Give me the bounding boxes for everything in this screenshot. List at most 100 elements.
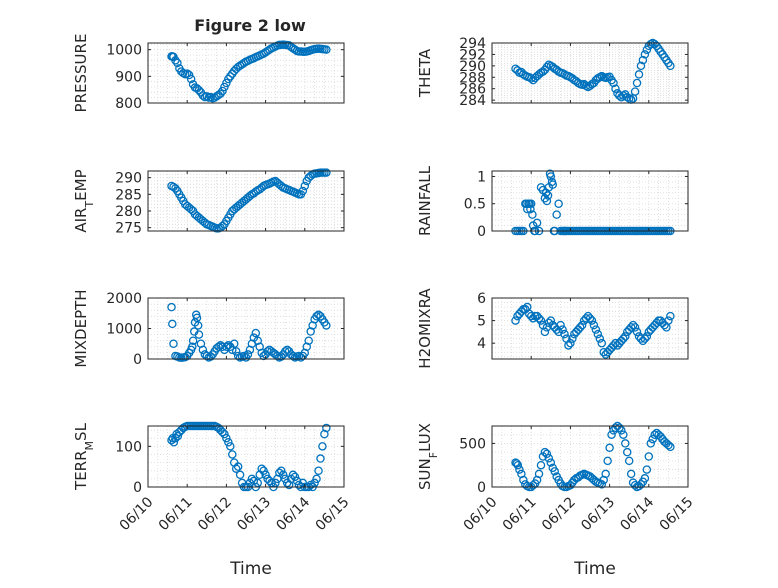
x-tick-label: 06/15 — [313, 494, 353, 534]
y-tick-label: 0 — [133, 352, 142, 368]
y-axis-label: H2OMIXRA — [416, 288, 434, 369]
data-point — [536, 460, 546, 470]
y-axis-label-rest: LUX — [416, 423, 434, 452]
data-point — [184, 70, 194, 80]
data-point — [239, 351, 249, 361]
data-point — [624, 456, 634, 466]
axes-frame — [491, 425, 689, 488]
data-point — [626, 323, 636, 332]
data-point — [542, 62, 552, 72]
data-point — [259, 466, 268, 475]
data-point — [636, 61, 646, 71]
data-point — [202, 351, 212, 361]
data-point — [609, 78, 618, 88]
y-tick-label: 1 — [477, 169, 486, 185]
y-tick-label: 2000 — [106, 291, 142, 307]
data-point — [322, 45, 331, 54]
data-point — [638, 55, 648, 65]
y-tick-label: 100 — [115, 439, 142, 455]
data-point — [630, 481, 640, 490]
data-point — [536, 316, 546, 325]
data-point — [300, 181, 310, 191]
y-tick-label: 4 — [477, 336, 486, 352]
data-point — [186, 74, 196, 84]
data-point — [251, 328, 261, 338]
subplot-4: 0 0.5 1 RAINFALL — [416, 165, 689, 240]
data-point — [546, 316, 556, 325]
data-point — [619, 334, 628, 343]
y-tick-label: 0 — [133, 480, 142, 496]
data-point — [640, 474, 650, 483]
data-point — [526, 199, 536, 208]
data-point — [642, 332, 652, 341]
subplot-5: 0 1000 2000 MIXDEPTH — [72, 289, 345, 368]
data-point — [666, 442, 675, 452]
y-tick-label: 275 — [115, 221, 142, 237]
y-tick-label: 280 — [115, 204, 142, 220]
data-point — [546, 172, 556, 181]
data-point — [646, 439, 656, 448]
data-point — [290, 45, 300, 54]
data-point — [526, 204, 535, 214]
data-point — [229, 339, 239, 348]
data-point — [621, 439, 630, 448]
data-point — [265, 476, 274, 486]
x-axis-label-right: Time — [573, 559, 616, 579]
data-point — [169, 339, 178, 348]
y-tick-label: 286 — [459, 82, 486, 98]
y-axis-label-subscript: T — [83, 201, 96, 209]
x-tick-label: 06/13 — [234, 494, 274, 534]
data-point — [615, 423, 624, 432]
data-point — [261, 470, 270, 480]
data-point — [226, 442, 235, 451]
data-point — [231, 347, 241, 356]
data-point — [640, 334, 650, 343]
data-point — [193, 321, 203, 330]
data-point — [288, 351, 298, 361]
data-point — [595, 334, 605, 343]
data-point — [619, 430, 628, 439]
data-point — [607, 430, 616, 439]
y-tick-label: 1000 — [106, 43, 142, 59]
data-point — [263, 347, 272, 356]
y-tick-label: 500 — [459, 436, 486, 452]
data-point — [312, 474, 321, 484]
data-point — [546, 458, 556, 467]
figure-title: Figure 2 low — [194, 16, 306, 35]
data-point — [542, 449, 552, 459]
y-tick-label: 288 — [459, 70, 486, 86]
data-point — [322, 423, 331, 433]
axes-frame — [491, 297, 689, 360]
data-point — [322, 321, 331, 330]
data-point — [233, 462, 243, 471]
data-point — [622, 447, 632, 457]
data-point — [621, 332, 630, 341]
data-point — [540, 327, 550, 337]
x-tick-label: 06/14 — [617, 494, 657, 534]
data-point — [298, 186, 308, 196]
data-point — [218, 86, 227, 96]
data-point — [188, 342, 197, 352]
data-point — [554, 199, 563, 208]
y-axis-label-subscript: M — [83, 441, 96, 451]
data-point — [556, 320, 565, 330]
data-point — [220, 82, 229, 92]
data-point — [640, 50, 650, 59]
data-point — [519, 475, 528, 485]
data-point — [552, 210, 561, 219]
data-point — [322, 168, 331, 177]
data-point — [630, 323, 640, 332]
data-point — [532, 218, 542, 228]
subplot-7: 0 100 06/10 06/11 06/12 06/13 06/14 06/15 TERRMS… — [72, 421, 353, 534]
y-tick-label: 285 — [115, 187, 142, 203]
data-point — [630, 87, 640, 96]
subplot-1: 800 900 1000 PRESSURE — [72, 34, 345, 112]
y-tick-label: 0 — [477, 480, 486, 496]
data-point — [515, 465, 524, 474]
data-point — [513, 460, 523, 470]
data-point — [634, 70, 644, 79]
data-point — [233, 351, 243, 361]
data-point — [511, 458, 520, 467]
y-tick-label: 292 — [459, 47, 486, 63]
